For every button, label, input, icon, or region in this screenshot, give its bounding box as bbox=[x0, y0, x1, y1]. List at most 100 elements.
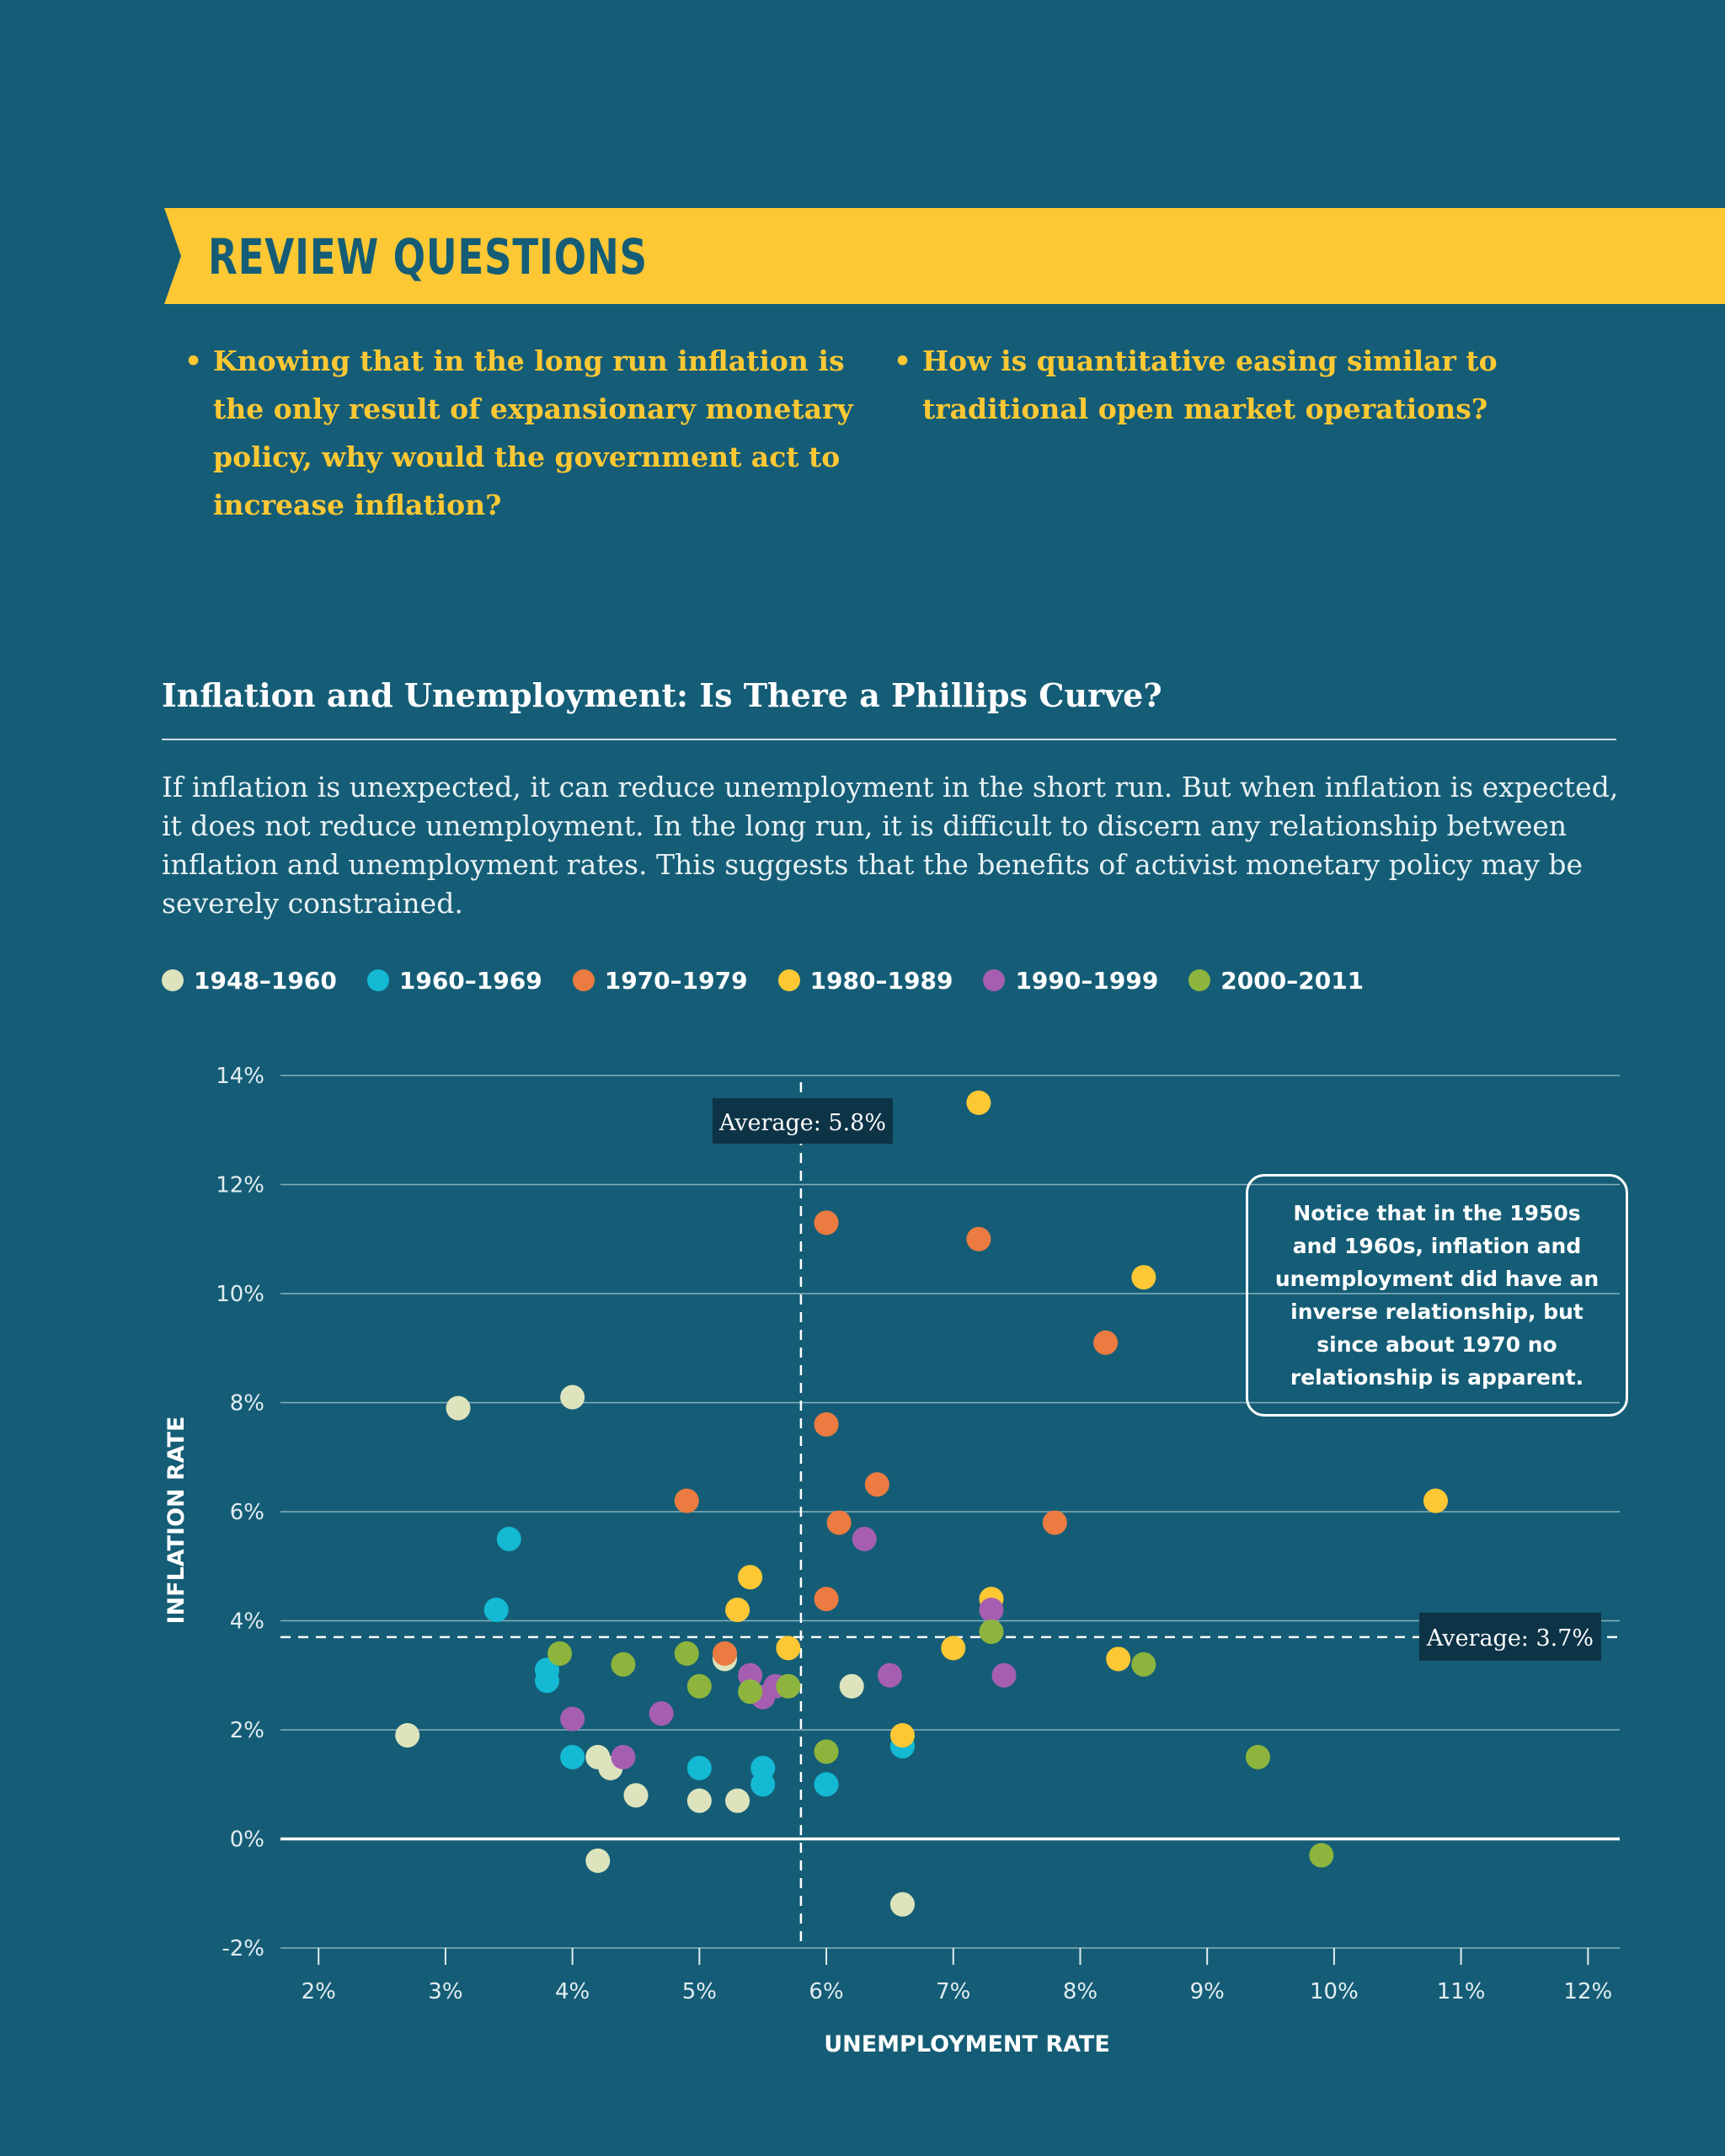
review-question-text: Knowing that in the long run inflation i… bbox=[213, 344, 853, 521]
data-point bbox=[560, 1744, 585, 1769]
data-point bbox=[852, 1526, 877, 1551]
data-point bbox=[877, 1662, 902, 1688]
data-point bbox=[446, 1396, 471, 1421]
section-title: Inflation and Unemployment: Is There a P… bbox=[162, 676, 1162, 714]
data-point bbox=[611, 1652, 636, 1677]
section-body: If inflation is unexpected, it can reduc… bbox=[162, 771, 1619, 920]
legend-swatch bbox=[777, 969, 800, 991]
legend-swatch bbox=[572, 969, 595, 991]
y-tick-label: 2% bbox=[230, 1718, 264, 1743]
x-tick-label: 6% bbox=[809, 1979, 843, 2004]
legend-swatch bbox=[1188, 969, 1211, 991]
data-point bbox=[776, 1636, 801, 1661]
legend-swatch bbox=[162, 969, 184, 991]
data-point bbox=[864, 1472, 889, 1497]
data-point bbox=[814, 1739, 839, 1764]
data-point bbox=[1131, 1652, 1156, 1677]
legend-item: 1948–1960 bbox=[162, 967, 337, 995]
data-point bbox=[483, 1598, 509, 1623]
data-point bbox=[738, 1565, 763, 1590]
y-tick-label: 8% bbox=[230, 1391, 264, 1417]
bullet-icon: • bbox=[894, 344, 912, 377]
data-point bbox=[686, 1788, 712, 1813]
review-banner bbox=[164, 208, 1725, 304]
x-tick-label: 10% bbox=[1310, 1979, 1359, 2004]
legend-item: 1970–1979 bbox=[572, 966, 748, 995]
x-tick-label: 9% bbox=[1190, 1979, 1225, 2004]
legend-item: 2000–2011 bbox=[1188, 967, 1364, 995]
data-point bbox=[712, 1641, 737, 1666]
y-tick-label: 12% bbox=[216, 1173, 264, 1198]
legend-label: 1980–1989 bbox=[809, 966, 953, 995]
x-axis-title: UNEMPLOYMENT RATE bbox=[824, 2031, 1110, 2057]
data-point bbox=[623, 1783, 649, 1808]
y-axis-title: INFLATION RATE bbox=[163, 1417, 190, 1625]
data-point bbox=[979, 1619, 1004, 1644]
data-point bbox=[889, 1892, 915, 1917]
data-point bbox=[1245, 1744, 1270, 1769]
data-point bbox=[979, 1598, 1004, 1623]
data-point bbox=[686, 1673, 712, 1699]
data-point bbox=[814, 1587, 839, 1612]
data-point bbox=[585, 1848, 611, 1873]
section-divider bbox=[162, 739, 1616, 740]
x-tick-label: 2% bbox=[302, 1979, 336, 2004]
data-point bbox=[649, 1701, 674, 1726]
average-label-box bbox=[712, 1098, 893, 1144]
legend-item: 1980–1989 bbox=[777, 966, 953, 995]
data-point bbox=[991, 1662, 1017, 1688]
data-point bbox=[941, 1636, 966, 1661]
review-question-text: How is quantitative easing similar to tr… bbox=[922, 344, 1498, 425]
average-label-box bbox=[1419, 1612, 1601, 1661]
legend-label: 1970–1979 bbox=[604, 966, 748, 995]
x-tick-label: 12% bbox=[1563, 1979, 1612, 2004]
data-point bbox=[839, 1673, 864, 1699]
data-point bbox=[674, 1641, 699, 1666]
x-tick-label: 8% bbox=[1063, 1979, 1097, 2004]
y-tick-label: 14% bbox=[216, 1064, 264, 1089]
data-point bbox=[725, 1788, 750, 1813]
data-point bbox=[966, 1226, 991, 1251]
data-point bbox=[814, 1772, 839, 1797]
average-label-y: Average: 3.7% bbox=[1426, 1625, 1594, 1652]
x-tick-label: 3% bbox=[428, 1979, 462, 2004]
data-point bbox=[547, 1641, 573, 1666]
data-point bbox=[1042, 1510, 1067, 1535]
data-point bbox=[1309, 1843, 1334, 1868]
legend-swatch bbox=[366, 969, 389, 991]
x-tick-label: 7% bbox=[936, 1979, 970, 2004]
data-point bbox=[826, 1510, 852, 1535]
data-point bbox=[534, 1668, 559, 1694]
data-point bbox=[496, 1526, 521, 1551]
review-question: • How is quantitative easing similar to … bbox=[894, 337, 1562, 433]
data-point bbox=[674, 1488, 699, 1513]
chart-legend: 1948–1960 1960–1969 1970–1979 1980–1989 1990… bbox=[162, 963, 1394, 997]
data-point bbox=[738, 1679, 763, 1705]
legend-label: 2000–2011 bbox=[1220, 966, 1365, 995]
legend-item: 1960–1969 bbox=[366, 966, 542, 995]
legend-label: 1960–1969 bbox=[398, 966, 542, 995]
legend-label: 1990–1999 bbox=[1015, 966, 1159, 995]
data-point bbox=[1106, 1646, 1131, 1672]
y-tick-label: 4% bbox=[230, 1609, 264, 1635]
data-point bbox=[814, 1412, 839, 1437]
data-point bbox=[814, 1210, 839, 1235]
x-tick-label: 4% bbox=[555, 1979, 590, 2004]
data-point bbox=[1093, 1330, 1119, 1355]
y-tick-label: 10% bbox=[216, 1282, 264, 1307]
legend-item: 1990–1999 bbox=[983, 967, 1158, 995]
data-point bbox=[750, 1772, 776, 1797]
average-label-x: Average: 5.8% bbox=[718, 1110, 886, 1136]
chart-callout: Notice that in the 1950s and 1960s, infl… bbox=[1246, 1174, 1628, 1417]
data-point bbox=[889, 1722, 915, 1748]
y-tick-label: 6% bbox=[230, 1500, 264, 1525]
data-point bbox=[776, 1673, 801, 1699]
data-point bbox=[395, 1722, 420, 1748]
y-tick-label: -2% bbox=[222, 1936, 264, 1961]
review-title: REVIEW QUESTIONS bbox=[208, 228, 648, 286]
data-point bbox=[725, 1598, 750, 1623]
data-point bbox=[560, 1385, 585, 1410]
data-point bbox=[560, 1706, 585, 1732]
legend-label: 1948–1960 bbox=[194, 966, 337, 995]
